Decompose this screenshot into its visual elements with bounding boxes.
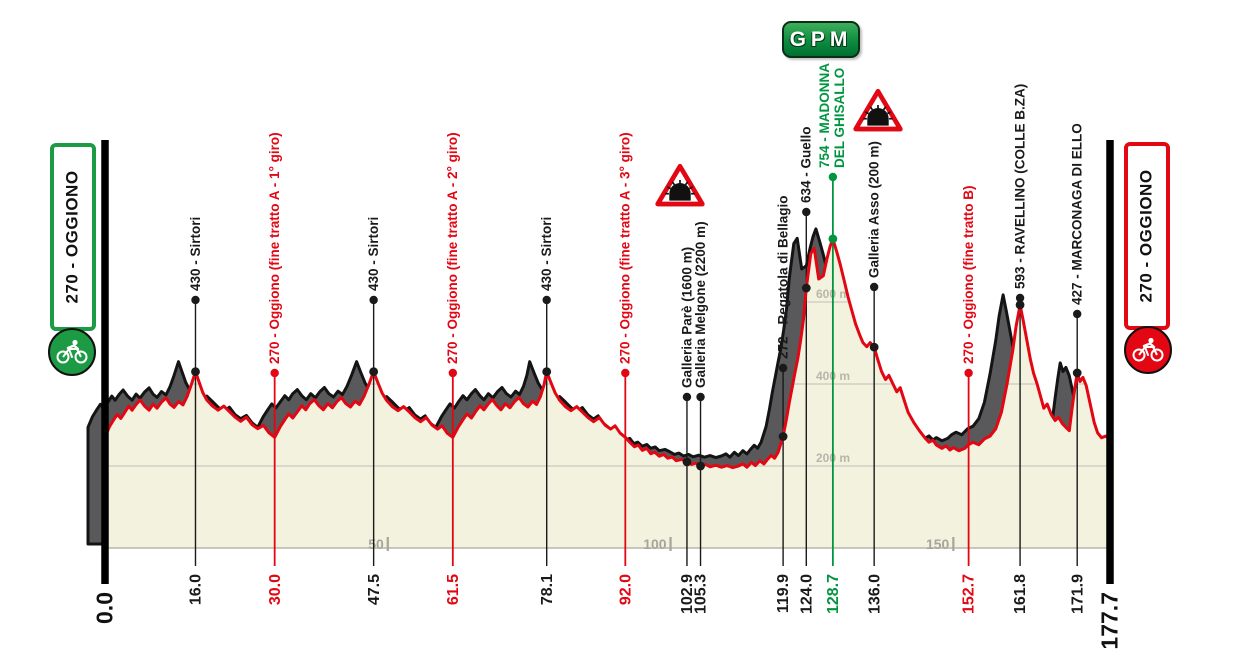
axis-km-label: 119.9 bbox=[775, 574, 792, 613]
axis-km-label: 161.8 bbox=[1012, 574, 1029, 614]
marker-label: Galleria Parè (1600 m) bbox=[679, 247, 694, 388]
profile-point-dot bbox=[682, 457, 692, 467]
km-gray-tick-label: 150 bbox=[926, 536, 950, 552]
start-station-label: 270 - OGGIONO bbox=[63, 170, 82, 304]
marker-label: 634 - Guello bbox=[799, 126, 814, 203]
start-station-plate: 270 - OGGIONO bbox=[50, 143, 96, 331]
marker-label-dot bbox=[682, 392, 692, 402]
marker-label-dot bbox=[828, 172, 838, 182]
profile-point-dot bbox=[801, 283, 811, 293]
marker-label: 430 - Sirtori bbox=[188, 217, 203, 291]
marker-label: 270 - Oggiono (fine tratto B) bbox=[961, 186, 976, 365]
profile-point-dot bbox=[696, 461, 705, 471]
axis-km-label: 16.0 bbox=[188, 574, 205, 605]
marker-label-dot bbox=[869, 282, 879, 292]
finish-station-plate: 270 - OGGIONO bbox=[1124, 142, 1170, 330]
axis-km-label: 30.0 bbox=[267, 574, 284, 605]
axis-km-label: 61.5 bbox=[445, 574, 462, 605]
marker-label-dot bbox=[1015, 293, 1025, 303]
profile-point-dot bbox=[778, 432, 788, 441]
axis-endpoint-label: 0.0 bbox=[91, 592, 117, 624]
gpm-badge-label: GPM bbox=[789, 27, 853, 51]
km-gray-tick-label: 100 bbox=[643, 536, 667, 552]
marker-label: 593 - RAVELLINO (COLLE B.ZA) bbox=[1012, 84, 1027, 289]
axis-km-label: 171.9 bbox=[1069, 574, 1086, 614]
profile-point-dot bbox=[191, 367, 200, 377]
marker-label-dot bbox=[964, 368, 973, 378]
marker-label: 430 - Sirtori bbox=[539, 217, 554, 291]
marker-label-dot bbox=[802, 207, 811, 217]
profile-area-fill bbox=[105, 238, 1110, 548]
marker-label-dot bbox=[270, 368, 279, 378]
axis-endpoint-label: 177.7 bbox=[1096, 592, 1122, 650]
tunnel-warning-icon bbox=[852, 87, 904, 140]
marker-label-dot bbox=[621, 368, 630, 378]
marker-label: 272 - Regatola di Bellagio bbox=[775, 195, 790, 359]
marker-label-dot bbox=[778, 363, 788, 373]
marker-label-dot bbox=[696, 392, 705, 402]
marker-label-line2: DEL GHISALLO bbox=[832, 68, 847, 168]
axis-km-label: 47.5 bbox=[366, 574, 383, 605]
axis-km-label: 152.7 bbox=[961, 574, 978, 614]
start-cyclist-icon bbox=[48, 328, 96, 376]
marker-label-dot bbox=[369, 295, 378, 305]
marker-label: 270 - Oggiono (fine tratto A - 1° giro) bbox=[267, 132, 282, 364]
axis-km-label: 136.0 bbox=[866, 574, 883, 614]
marker-label: 427 - MARCONAGA DI ELLO bbox=[1070, 123, 1085, 305]
marker-label-dot bbox=[542, 295, 551, 305]
marker-label: 754 - MADONNA bbox=[817, 63, 832, 168]
marker-label: 270 - Oggiono (fine tratto A - 2° giro) bbox=[445, 132, 460, 364]
finish-cyclist-icon bbox=[1124, 326, 1172, 374]
profile-point-dot bbox=[1015, 300, 1025, 310]
axis-km-label: 128.7 bbox=[825, 574, 842, 614]
axis-km-label: 124.0 bbox=[798, 574, 815, 614]
axis-km-label: 105.3 bbox=[693, 574, 710, 614]
finish-station-label: 270 - OGGIONO bbox=[1137, 169, 1156, 303]
profile-point-dot bbox=[369, 367, 379, 377]
marker-label: 270 - Oggiono (fine tratto A - 3° giro) bbox=[618, 132, 633, 364]
gpm-badge: GPM bbox=[782, 21, 860, 58]
tunnel-warning-icon bbox=[654, 162, 706, 215]
profile-red-line bbox=[103, 237, 1112, 470]
km-gray-tick-label: 50 bbox=[368, 536, 384, 552]
marker-label: 430 - Sirtori bbox=[366, 217, 381, 291]
marker-label: Galleria Melgone (2200 m) bbox=[693, 221, 708, 388]
axis-km-label: 102.9 bbox=[679, 574, 696, 614]
marker-label-dot bbox=[191, 295, 200, 305]
profile-point-dot bbox=[869, 342, 879, 352]
marker-label-dot bbox=[448, 368, 458, 378]
marker-label: Galleria Asso (200 m) bbox=[866, 141, 881, 278]
profile-point-dot bbox=[828, 234, 838, 244]
profile-point-dot bbox=[1072, 368, 1082, 378]
axis-km-label: 92.0 bbox=[617, 574, 634, 605]
profile-point-dot bbox=[542, 367, 552, 377]
marker-label-dot bbox=[1072, 309, 1082, 319]
axis-km-label: 78.1 bbox=[539, 574, 556, 605]
